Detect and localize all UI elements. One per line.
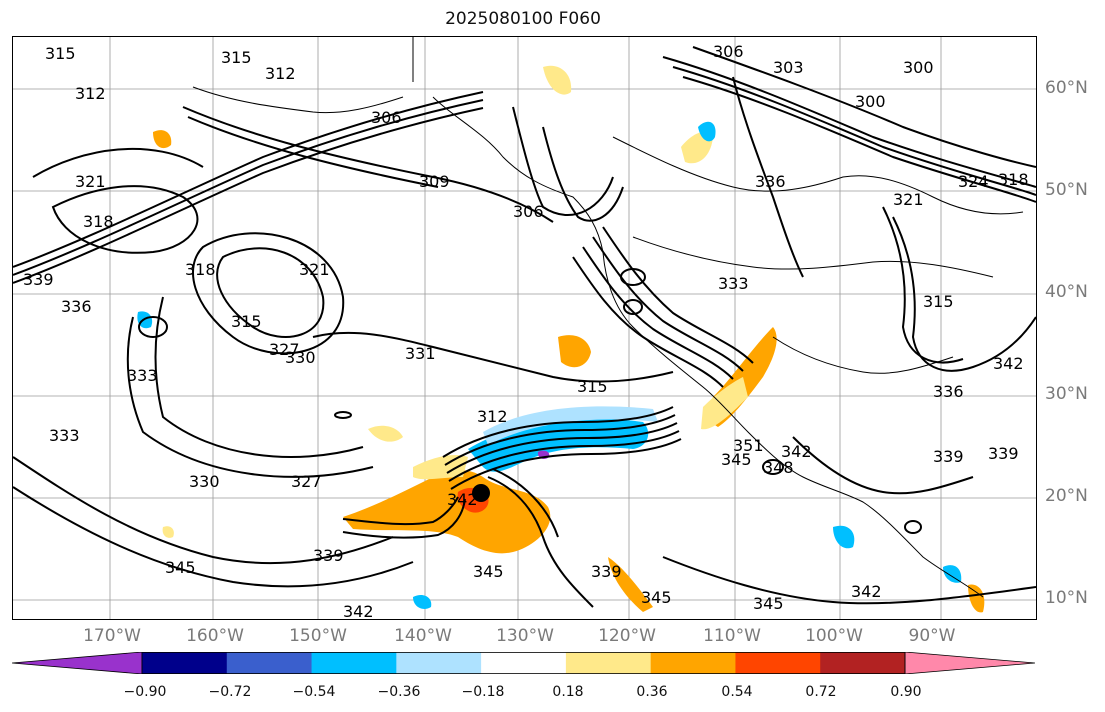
colorbar-tick: 0.54 (721, 684, 753, 700)
colorbar-segment (565, 652, 652, 674)
contour-label: 339 (933, 447, 964, 466)
small-contours (138, 268, 922, 534)
lon-label: 130°W (496, 626, 554, 646)
colorbar-extend-min (12, 652, 143, 674)
colorbar-tick: −0.54 (292, 684, 336, 700)
lon-label: 150°W (289, 626, 347, 646)
lon-label: 90°W (908, 626, 956, 646)
colorbar-segment (481, 652, 567, 674)
contour-label: 312 (265, 64, 296, 83)
contour-label: 336 (933, 382, 964, 401)
contour-label: 333 (718, 274, 749, 293)
lon-label: 110°W (703, 626, 761, 646)
contour-label: 342 (993, 354, 1024, 373)
contour-label: 318 (83, 212, 114, 231)
lat-label: 60°N (1045, 78, 1088, 98)
colorbar-tick: −0.18 (461, 684, 505, 700)
colorbar-extend-max (904, 652, 1035, 674)
contour-label-layer: 315 312 315 312 306 309 306 303 300 300 … (23, 42, 1029, 619)
contour-label: 321 (299, 260, 330, 279)
map-panel: 315 312 315 312 306 309 306 303 300 300 … (12, 36, 1037, 620)
contour-label: 327 (291, 472, 322, 491)
colorbar-segment (735, 652, 821, 674)
contour-label: 321 (75, 172, 106, 191)
contour-label: 348 (763, 458, 794, 477)
contour-label: 339 (313, 546, 344, 565)
contour-label: 303 (773, 58, 804, 77)
contour-label: 333 (49, 426, 80, 445)
contour-label: 345 (641, 588, 672, 607)
contour-label: 315 (577, 377, 608, 396)
colorbar-tick: 0.72 (805, 684, 837, 700)
colorbar-tick: 0.90 (890, 684, 922, 700)
contour-label: 300 (855, 92, 886, 111)
contour-label: 339 (591, 562, 622, 581)
contour-label: 315 (221, 48, 252, 67)
contour-label: 300 (903, 58, 934, 77)
contour-lines (13, 46, 1036, 608)
contour-label: 315 (923, 292, 954, 311)
contour-label: 331 (405, 344, 436, 363)
storm-center-marker (472, 484, 490, 502)
contour-label: 345 (165, 558, 196, 577)
colorbar-segment (396, 652, 482, 674)
contour-label: 312 (477, 407, 508, 426)
contour-label: 333 (127, 366, 158, 385)
contour-label: 345 (473, 562, 504, 581)
lat-label: 20°N (1045, 486, 1088, 506)
colorbar-segment (820, 652, 906, 674)
lon-label: 160°W (186, 626, 244, 646)
lon-label: 140°W (394, 626, 452, 646)
colorbar-outline (141, 652, 906, 674)
coastlines (192, 37, 1024, 598)
colorbar-tick: 0.36 (636, 684, 668, 700)
contour-label: 315 (45, 44, 76, 63)
lat-label: 10°N (1045, 588, 1088, 608)
contour-label: 342 (781, 442, 812, 461)
colorbar-tick: −0.36 (377, 684, 421, 700)
lat-label: 30°N (1045, 384, 1088, 404)
colorbar-segment (311, 652, 397, 674)
contour-label: 342 (343, 602, 374, 619)
contour-label: 345 (753, 594, 784, 613)
colorbar (12, 652, 1035, 674)
contour-label: 309 (419, 172, 450, 191)
contour-label: 318 (998, 170, 1029, 189)
contour-label: 342 (851, 582, 882, 601)
contour-label: 306 (371, 108, 402, 127)
contour-label: 327 (269, 340, 300, 359)
chart-title: 2025080100 F060 (445, 9, 601, 29)
contour-label: 318 (185, 260, 216, 279)
contour-label: 351 (733, 436, 764, 455)
lat-label: 40°N (1045, 282, 1088, 302)
colorbar-segment (650, 652, 736, 674)
contour-label: 342 (447, 490, 478, 509)
contour-label: 330 (285, 348, 316, 367)
colorbar-tick: 0.18 (552, 684, 584, 700)
contour-label: 339 (988, 444, 1019, 463)
contour-label: 306 (513, 202, 544, 221)
shaded-field (137, 65, 985, 613)
colorbar-tick: −0.90 (123, 684, 167, 700)
contour-label: 345 (721, 450, 752, 469)
contour-label: 306 (713, 42, 744, 61)
colorbar-segment (226, 652, 313, 674)
contour-label: 312 (75, 84, 106, 103)
lon-label: 120°W (598, 626, 656, 646)
contour-label: 330 (189, 472, 220, 491)
contour-label: 336 (61, 297, 92, 316)
colorbar-segment (142, 652, 228, 674)
lon-label: 100°W (805, 626, 863, 646)
lon-label: 170°W (83, 626, 141, 646)
contour-label: 339 (23, 270, 54, 289)
contour-label: 324 (958, 172, 989, 191)
contour-label: 336 (755, 172, 786, 191)
colorbar-tick: −0.72 (208, 684, 252, 700)
lat-label: 50°N (1045, 180, 1088, 200)
map-canvas: 315 312 315 312 306 309 306 303 300 300 … (13, 37, 1036, 619)
contour-label: 315 (231, 312, 262, 331)
contour-label: 321 (893, 190, 924, 209)
